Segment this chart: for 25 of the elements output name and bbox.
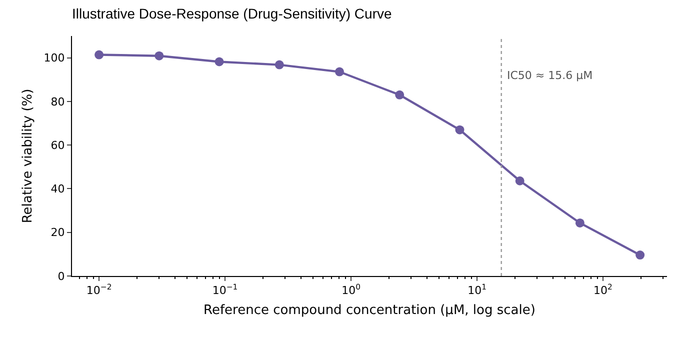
point [575,218,584,228]
x-tick-label: 10$^{1}$ [468,282,487,298]
y-tick-label: 0 [58,270,65,283]
y-tick-label: 20 [50,226,65,240]
x-tick-label: 10$^{2}$ [594,282,613,298]
point [274,60,284,70]
x-tick-label: 10$^{0}$ [342,282,361,298]
point [515,176,524,186]
ref-line-label: IC50 ≈ 15.6 µM [507,69,593,82]
x-axis-title: Reference compound concentration (µM, log scale) [204,302,536,318]
point [94,50,104,60]
y-tick-label: 60 [50,138,65,152]
point [455,125,464,134]
y-tick-label: 40 [50,182,65,196]
x-tick-label: 10$^{−1}$ [212,282,238,298]
chart-title: Illustrative Dose-Response (Drug-Sensitivity) Curve [72,5,392,22]
point [335,67,344,76]
point [154,51,164,60]
point [636,250,645,260]
x-tick-label: 10$^{−2}$ [86,282,112,298]
y-tick-label: 100 [44,52,65,65]
point [395,90,404,100]
y-tick-label: 80 [50,95,65,108]
y-axis-title: Relative viability (%) [20,88,36,224]
point [214,57,224,66]
